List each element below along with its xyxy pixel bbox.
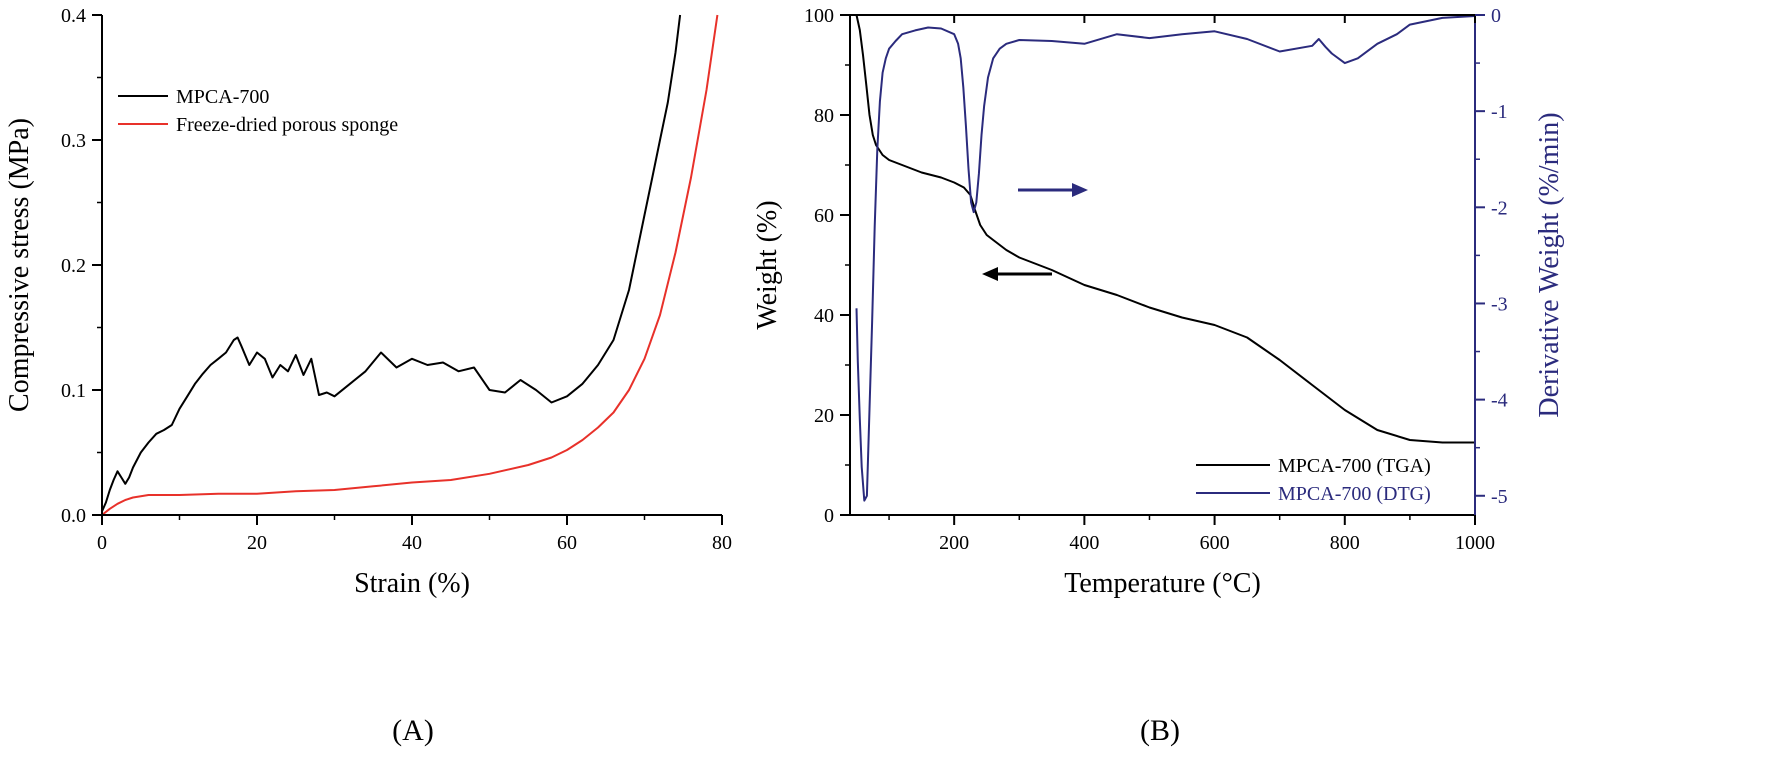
panel-label-a: (A) [392,714,434,747]
y-axis-title-left: Weight (%) [752,200,783,329]
x-tick-label: 800 [1330,532,1360,554]
y-tick-label: 0.1 [61,380,86,402]
arrow-left-icon [982,267,1052,281]
legend-label: MPCA-700 (TGA) [1278,455,1431,477]
y-tick-label-right: -1 [1491,101,1508,123]
x-axis-title: Strain (%) [354,568,470,599]
y-tick-label-right: -5 [1491,486,1508,508]
x-axis-title: Temperature (°C) [1064,568,1261,599]
x-tick-label: 40 [402,532,422,554]
y-tick-label-left: 0 [824,505,834,527]
panel-label-b: (B) [1140,714,1180,747]
legend-label: Freeze-dried porous sponge [176,114,398,136]
legend: MPCA-700 Freeze-dried porous sponge [118,86,398,136]
legend-label: MPCA-700 (DTG) [1278,483,1431,505]
series-line-dtg [855,15,1476,502]
y-tick-label-left: 40 [814,305,834,327]
x-tick-label: 0 [97,532,107,554]
x-tick-label: 60 [557,532,577,554]
x-tick-label: 1000 [1455,532,1495,554]
arrow-right-icon [1018,183,1088,197]
series-line-tga [855,14,1475,444]
y-tick-label-right: 0 [1491,5,1501,27]
y-tick-label-right: -4 [1491,390,1508,412]
series-line-freeze-dried-sponge [101,14,719,516]
legend-label: MPCA-700 [176,86,269,108]
series-line-mpca-700 [101,14,682,512]
y-tick-label-left: 20 [814,405,834,427]
y-axis-title: Compressive stress (MPa) [4,118,35,412]
y-tick-label: 0.4 [61,5,86,27]
y-tick-label-left: 80 [814,105,834,127]
y-tick-label-left: 100 [804,5,834,27]
y-tick-label: 0.2 [61,255,86,277]
x-tick-label: 80 [712,532,732,554]
x-tick-label: 200 [939,532,969,554]
y-tick-label: 0.3 [61,130,86,152]
y-tick-label-left: 60 [814,205,834,227]
legend: MPCA-700 (TGA) MPCA-700 (DTG) [1196,455,1431,505]
x-tick-label: 20 [247,532,267,554]
x-tick-label: 600 [1200,532,1230,554]
y-tick-label-right: -3 [1491,293,1508,315]
y-tick-label: 0.0 [61,505,86,527]
y-axis-title-right: Derivative Weight (%/min) [1534,112,1565,417]
x-tick-label: 400 [1069,532,1099,554]
y-tick-label-right: -2 [1491,197,1508,219]
panel-a: 0 20 40 60 80 0.0 0.1 0.2 0.3 0.4 Strain (%) Compre… [4,5,732,747]
